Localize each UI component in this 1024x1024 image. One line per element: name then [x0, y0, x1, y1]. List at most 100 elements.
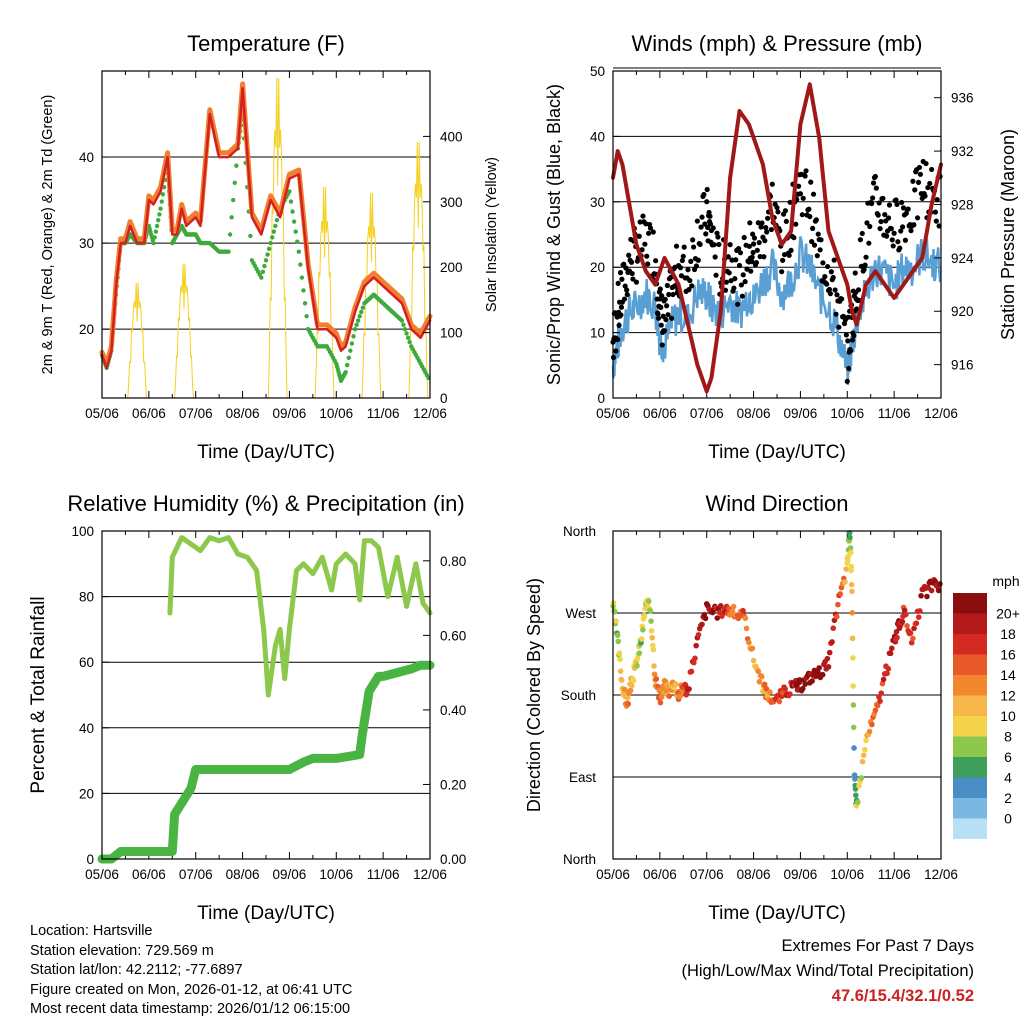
direction-dot — [884, 670, 890, 677]
direction-dot — [693, 642, 699, 649]
wind-gust-dot — [830, 274, 836, 281]
dewpoint-dot — [304, 314, 309, 319]
y-tick-label: 20 — [79, 322, 94, 337]
x-tick-label: 11/06 — [878, 867, 911, 882]
insolation-line — [408, 141, 429, 399]
dewpoint-dot — [232, 180, 237, 186]
y2-axis-label: Solar Insolation (Yellow) — [484, 157, 500, 312]
y2-tick-label: 932 — [951, 144, 974, 159]
dewpoint-dot — [291, 219, 297, 224]
wind-gust-dot — [723, 279, 729, 285]
colorbar-title: mph — [992, 573, 1019, 589]
direction-dot — [749, 645, 756, 652]
panel-1: Temperature (F) 05/06 06/06 07/06 08/06 09/06… — [40, 31, 500, 463]
wind-gust-dot — [836, 324, 842, 330]
wind-gust-dot — [905, 206, 911, 212]
wind-gust-dot — [795, 183, 802, 189]
y2-tick-label: 400 — [440, 129, 463, 144]
direction-dot — [911, 625, 917, 632]
direction-dot — [903, 611, 909, 618]
extremes-values: 47.6/15.4/32.1/0.52 — [831, 987, 974, 1005]
wind-gust-dot — [845, 314, 851, 320]
temp-2m-line — [100, 86, 432, 370]
direction-dot — [928, 587, 935, 594]
wind-gust-dot — [857, 237, 864, 243]
direction-dot — [634, 663, 640, 669]
x-tick-label: 09/06 — [273, 406, 307, 421]
dewpoint-dot — [154, 223, 160, 229]
colorbar-swatch — [953, 634, 987, 655]
wind-gust-dot — [658, 322, 664, 328]
dewpoint-dot — [151, 240, 156, 246]
colorbar-label: 18 — [1000, 626, 1016, 642]
wind-gust-dot — [659, 342, 665, 348]
direction-dot — [641, 613, 648, 619]
wind-gust-dot — [704, 199, 710, 205]
wind-gust-dot — [617, 270, 624, 276]
wind-gust-dot — [686, 287, 692, 293]
dewpoint-dot — [157, 212, 162, 217]
wind-gust-dot — [749, 259, 755, 265]
direction-dot — [847, 545, 854, 551]
wind-gust-dot — [644, 253, 650, 259]
direction-dot — [848, 549, 854, 556]
y-tick-label: 0 — [86, 852, 94, 867]
wind-gust-dot — [622, 283, 628, 289]
wind-gust-dot — [679, 257, 685, 264]
wind-gust-dot — [934, 197, 940, 203]
wind-speed-line — [611, 236, 942, 386]
wind-gust-dot — [855, 287, 862, 293]
direction-dot — [910, 635, 916, 642]
wind-gust-dot — [621, 296, 628, 302]
wind-gust-dot — [884, 233, 890, 239]
wind-gust-dot — [912, 187, 918, 193]
y-tick-label: 100 — [71, 524, 94, 539]
colorbar-label: 4 — [1004, 770, 1012, 786]
direction-dot — [729, 608, 736, 614]
wind-gust-dot — [815, 231, 821, 237]
x-tick-label: 10/06 — [830, 867, 864, 882]
direction-dot — [695, 631, 702, 638]
wind-gust-dot — [813, 217, 819, 223]
x-tick-label: 07/06 — [690, 406, 724, 421]
direction-dot — [917, 608, 923, 614]
x-tick-label: 06/06 — [132, 406, 166, 421]
dewpoint-dot — [346, 355, 351, 361]
direction-dot — [847, 534, 853, 541]
insolation-line — [361, 193, 382, 399]
wind-gust-dot — [616, 322, 622, 328]
wind-gust-dot — [748, 268, 754, 274]
wind-gust-dot — [810, 191, 817, 197]
wind-gust-dot — [845, 338, 851, 344]
wind-gust-dot — [800, 195, 806, 201]
direction-dot — [617, 656, 623, 663]
direction-dot — [636, 650, 643, 656]
x-tick-label: 12/06 — [413, 867, 447, 882]
wind-gust-dot — [739, 293, 745, 299]
direction-dot — [677, 693, 684, 699]
wind-gust-dot — [867, 223, 873, 230]
wind-gust-dot — [834, 292, 840, 298]
dewpoint-dot — [399, 318, 405, 323]
colorbar-swatch — [953, 777, 987, 798]
x-tick-label: 11/06 — [367, 406, 400, 421]
y-axis-label: Percent & Total Rainfall — [28, 596, 49, 793]
direction-dot — [852, 776, 858, 782]
y2-axis-label: Station Pressure (Maroon) — [998, 129, 1018, 340]
direction-dot — [904, 622, 910, 629]
x-tick-label: 09/06 — [784, 867, 818, 882]
dewpoint-dot — [357, 314, 362, 319]
plot-frame — [612, 530, 942, 860]
wind-gust-dot — [787, 199, 793, 205]
y2-tick-label: 0.80 — [440, 554, 466, 569]
colorbar-label: 20+ — [996, 606, 1020, 622]
colorbar-swatch — [953, 736, 987, 757]
wind-gust-dot — [859, 230, 865, 237]
wind-gust-dot — [916, 164, 923, 171]
dewpoint-dot — [287, 189, 292, 194]
wind-gust-dot — [615, 336, 621, 343]
wind-gust-dot — [799, 212, 805, 218]
direction-dot — [862, 746, 868, 753]
wind-gust-dot — [765, 215, 771, 221]
